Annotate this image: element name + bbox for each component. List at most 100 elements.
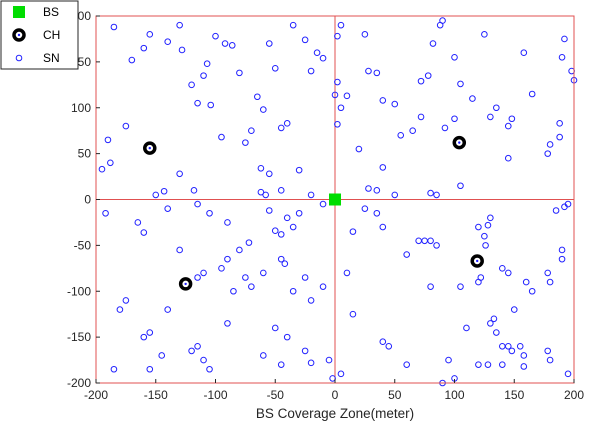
sn-point: [558, 255, 566, 263]
sn-point: [564, 370, 572, 378]
sn-point: [493, 329, 500, 336]
sn-point: [206, 209, 213, 217]
sn-point: [200, 269, 207, 277]
sn-point: [200, 356, 207, 364]
sn-point: [424, 72, 432, 79]
sn-point: [445, 356, 452, 364]
sn-point: [319, 200, 327, 208]
ch-center-dot: [148, 146, 151, 150]
sn-point: [397, 131, 405, 139]
sn-point: [164, 38, 171, 45]
sn-point: [307, 297, 315, 304]
sn-point: [176, 246, 183, 254]
sn-point: [433, 242, 440, 249]
sn-point: [493, 104, 500, 112]
sn-point: [134, 219, 142, 226]
sn-point: [260, 269, 267, 277]
sn-point: [242, 139, 249, 146]
sn-point: [277, 231, 285, 238]
sn-point: [337, 21, 345, 29]
sn-point: [295, 209, 303, 217]
sn-point: [188, 81, 195, 89]
sn-point: [337, 370, 345, 378]
sn-point: [520, 352, 528, 359]
sn-point: [221, 40, 229, 47]
sn-point: [427, 189, 434, 197]
sn-point: [245, 239, 253, 246]
sn-point: [207, 101, 215, 109]
y-tick-label: -200: [67, 376, 91, 390]
sn-point: [262, 191, 269, 199]
sn-point: [484, 221, 492, 229]
sn-point: [463, 324, 470, 332]
sn-point: [558, 53, 566, 61]
sn-point: [556, 133, 563, 141]
ch-center-dot: [476, 259, 479, 263]
sn-point: [277, 187, 285, 194]
legend-sn-marker: [15, 54, 23, 62]
sn-point: [475, 278, 482, 286]
sn-point: [110, 23, 118, 31]
sn-point: [107, 159, 114, 167]
sn-point: [487, 214, 494, 222]
ch-center-dot: [458, 141, 461, 144]
sn-point: [289, 21, 297, 29]
sn-point: [271, 324, 279, 332]
x-tick-label: -50: [267, 388, 285, 402]
sn-point: [427, 283, 434, 290]
sn-point: [218, 133, 225, 141]
sn-point: [439, 17, 446, 24]
sn-point: [457, 80, 464, 88]
sn-point: [334, 78, 341, 86]
sn-point: [546, 141, 554, 148]
sn-point: [417, 77, 425, 85]
sn-point: [307, 191, 315, 199]
sn-point: [487, 113, 494, 121]
sn-point: [140, 333, 148, 341]
sn-point: [295, 166, 303, 174]
sn-point: [283, 214, 291, 222]
sn-point: [343, 269, 351, 277]
sn-point: [301, 274, 309, 281]
sn-point: [301, 36, 309, 44]
sn-point: [188, 347, 195, 355]
sn-point: [203, 60, 211, 68]
sn-point: [271, 227, 279, 234]
sn-point: [481, 31, 488, 38]
sn-point: [522, 278, 530, 286]
sn-point: [265, 170, 273, 178]
sn-point: [110, 365, 118, 373]
sn-point: [528, 90, 536, 98]
sn-point: [146, 329, 154, 336]
sn-point: [260, 106, 267, 113]
sn-point: [164, 306, 171, 313]
sn-point: [544, 269, 552, 277]
sn-point: [516, 343, 524, 350]
sn-point: [325, 356, 333, 364]
sn-point: [140, 229, 148, 236]
sn-point: [331, 91, 339, 99]
sn-point: [160, 187, 168, 195]
sn-point: [365, 67, 372, 75]
sn-point: [206, 365, 213, 373]
sn-point: [499, 361, 506, 368]
sn-point: [257, 165, 265, 172]
sn-point: [248, 127, 255, 134]
y-tick-label: -100: [67, 284, 91, 298]
sn-point: [236, 246, 243, 254]
sn-point: [307, 67, 315, 75]
sn-point: [307, 359, 315, 367]
sn-point: [510, 306, 518, 313]
sn-point: [265, 40, 273, 47]
legend-label: SN: [43, 51, 60, 65]
sn-point: [403, 361, 411, 368]
sn-point: [257, 188, 265, 196]
sn-point: [544, 150, 552, 157]
sn-point: [228, 42, 236, 49]
sn-point: [283, 333, 291, 341]
sn-point: [520, 363, 528, 370]
sn-point: [490, 315, 498, 323]
sn-point: [558, 246, 566, 254]
sn-point: [355, 145, 363, 153]
